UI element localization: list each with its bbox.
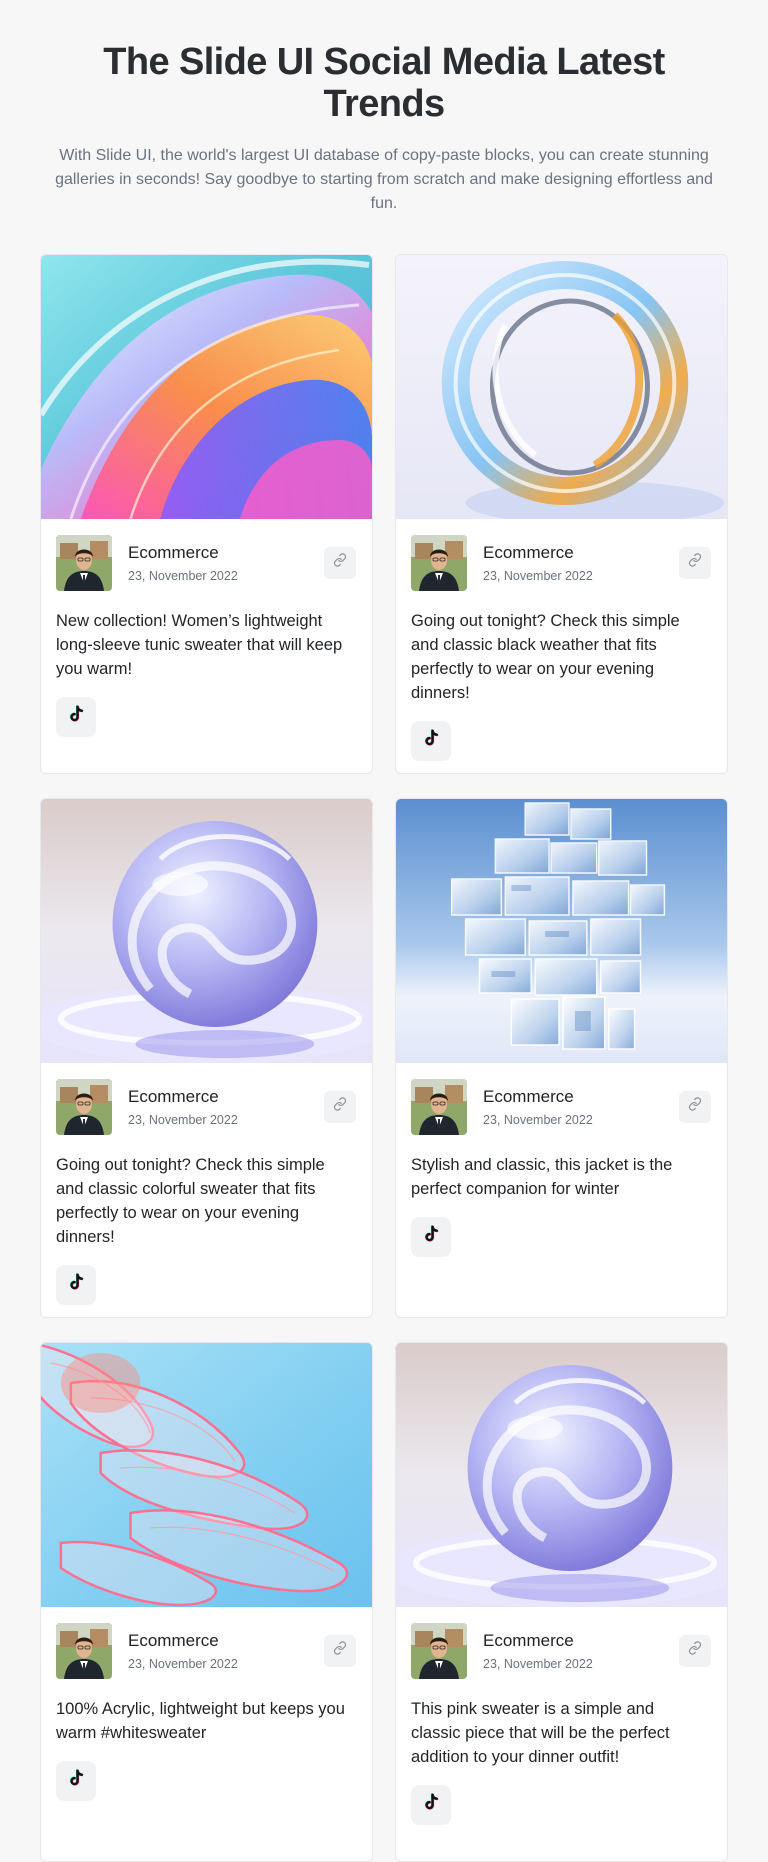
post-card[interactable]: Ecommerce 23, November 2022 This pink sw… [395,1341,728,1862]
page-subtitle: With Slide UI, the world's largest UI da… [55,146,713,212]
avatar[interactable] [56,534,112,591]
tiktok-icon [68,1273,84,1296]
link-icon [688,553,702,572]
tiktok-button[interactable] [411,720,451,761]
copy-link-button[interactable] [324,546,356,579]
avatar[interactable] [56,1622,112,1679]
tiktok-button[interactable] [411,1216,451,1257]
post-image[interactable] [396,798,727,1063]
author-row: Ecommerce 23, November 2022 [411,1078,712,1135]
copy-link-button[interactable] [679,546,711,579]
post-card[interactable]: Ecommerce 23, November 2022 New collecti… [40,253,373,774]
author-name[interactable]: Ecommerce [483,1630,574,1650]
copy-link-button[interactable] [679,1090,711,1123]
post-body: Ecommerce 23, November 2022 New collecti… [41,519,372,737]
tiktok-button[interactable] [411,1784,451,1825]
post-card[interactable]: Ecommerce 23, November 2022 100% Acrylic… [40,1341,373,1862]
post-body: Ecommerce 23, November 2022 100% Acrylic… [41,1607,372,1801]
avatar[interactable] [411,1078,467,1135]
author-row: Ecommerce 23, November 2022 [56,1622,357,1679]
author-name[interactable]: Ecommerce [128,1630,219,1650]
post-caption: This pink sweater is a simple and classi… [411,1699,670,1766]
post-caption: Stylish and classic, this jacket is the … [411,1155,673,1198]
tiktok-icon [68,1769,84,1792]
author-row: Ecommerce 23, November 2022 [411,1622,712,1679]
copy-link-button[interactable] [679,1634,711,1667]
post-image[interactable] [41,254,372,519]
post-body: Ecommerce 23, November 2022 This pink sw… [396,1607,727,1825]
tiktok-icon [423,1793,439,1816]
post-caption: New collection! Women’s lightweight long… [56,611,343,678]
post-date: 23, November 2022 [483,568,593,583]
avatar[interactable] [411,1622,467,1679]
author-name[interactable]: Ecommerce [483,542,574,562]
author-meta: Ecommerce 23, November 2022 [128,1631,324,1671]
post-caption: Going out tonight? Check this simple and… [56,1155,325,1246]
tiktok-icon [423,1225,439,1248]
post-image[interactable] [396,1342,727,1607]
tiktok-button[interactable] [56,1760,96,1801]
post-caption: 100% Acrylic, lightweight but keeps you … [56,1699,345,1742]
author-row: Ecommerce 23, November 2022 [56,1078,357,1135]
post-caption: Going out tonight? Check this simple and… [411,611,680,702]
post-date: 23, November 2022 [483,1656,593,1671]
link-icon [688,1641,702,1660]
author-name[interactable]: Ecommerce [483,1086,574,1106]
post-card[interactable]: Ecommerce 23, November 2022 Stylish and … [395,797,728,1318]
tiktok-button[interactable] [56,696,96,737]
author-meta: Ecommerce 23, November 2022 [128,1087,324,1127]
avatar[interactable] [411,534,467,591]
copy-link-button[interactable] [324,1090,356,1123]
post-date: 23, November 2022 [483,1112,593,1127]
post-body: Ecommerce 23, November 2022 Going out to… [41,1063,372,1305]
tiktok-icon [423,729,439,752]
post-image[interactable] [396,254,727,519]
author-meta: Ecommerce 23, November 2022 [483,1631,679,1671]
post-date: 23, November 2022 [128,568,238,583]
link-icon [688,1097,702,1116]
avatar[interactable] [56,1078,112,1135]
author-name[interactable]: Ecommerce [128,1086,219,1106]
tiktok-icon [68,705,84,728]
post-grid: Ecommerce 23, November 2022 New collecti… [40,253,728,1862]
post-image[interactable] [41,1342,372,1607]
author-name[interactable]: Ecommerce [128,542,219,562]
author-row: Ecommerce 23, November 2022 [56,534,357,591]
author-meta: Ecommerce 23, November 2022 [483,543,679,583]
post-date: 23, November 2022 [128,1112,238,1127]
author-meta: Ecommerce 23, November 2022 [483,1087,679,1127]
link-icon [333,1097,347,1116]
author-meta: Ecommerce 23, November 2022 [128,543,324,583]
author-row: Ecommerce 23, November 2022 [411,534,712,591]
link-icon [333,1641,347,1660]
post-card[interactable]: Ecommerce 23, November 2022 Going out to… [40,797,373,1318]
post-date: 23, November 2022 [128,1656,238,1671]
page-title: The Slide UI Social Media Latest Trends [103,41,665,125]
post-body: Ecommerce 23, November 2022 Stylish and … [396,1063,727,1257]
copy-link-button[interactable] [324,1634,356,1667]
tiktok-button[interactable] [56,1264,96,1305]
post-card[interactable]: Ecommerce 23, November 2022 Going out to… [395,253,728,774]
post-image[interactable] [41,798,372,1063]
link-icon [333,553,347,572]
post-body: Ecommerce 23, November 2022 Going out to… [396,519,727,761]
